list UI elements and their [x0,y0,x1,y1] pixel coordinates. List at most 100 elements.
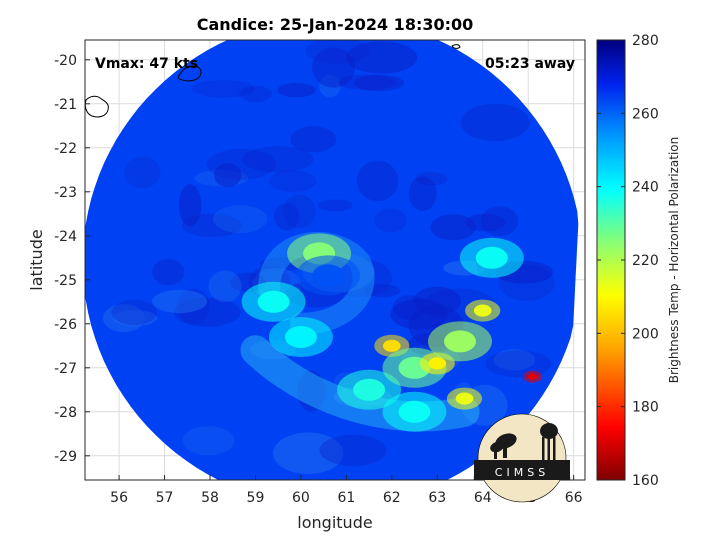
feature-core-11 [527,373,538,380]
x-tick-label: 66 [565,490,583,506]
coastline-top [177,65,202,82]
colorbar-ticks: 280 260 240 220 200 180 160 [597,33,659,489]
texture-patch [319,75,341,98]
water-tower-icon [540,423,558,461]
coastline-outlines [84,44,461,118]
y-tick-label: -21 [54,97,77,113]
feature-core-1 [312,264,345,287]
swath-group [85,40,579,480]
x-tick-label: 63 [428,490,446,506]
y-axis-label: latitude [27,229,46,290]
colorbar-tick-label: 280 [632,33,659,49]
colorbar-tick-label: 220 [632,253,659,269]
feature-core-12 [398,400,431,423]
texture-patch [181,213,242,237]
texture-patch [356,160,399,202]
coastline-left [84,95,109,118]
texture-patch [374,208,407,233]
y-tick-label: -27 [54,361,77,377]
texture-patch [206,148,276,180]
texture-patch [208,270,242,303]
texture-patch [173,297,241,327]
colorbar-label: Brightness Temp - Horizontal Polarizatio… [667,137,681,384]
texture-patch [152,259,185,286]
texture-patch [191,80,255,98]
y-tick-label: -23 [54,185,77,201]
y-tick-label: -20 [54,53,77,69]
texture-patch [177,288,210,325]
x-axis-label: longitude [297,513,372,532]
x-tick-label: 59 [247,490,265,506]
y-tick-label: -26 [54,317,77,333]
colorbar-tick-label: 200 [632,326,659,342]
texture-patch [305,40,371,64]
texture-patch [182,426,235,456]
texture-patch [283,194,316,229]
texture-patch [111,299,158,326]
y-tick-label: -24 [54,229,77,245]
feature-core-7 [428,357,447,370]
logo-text: CIMSS [495,466,549,479]
texture-patch [353,74,405,92]
texture-patch [213,205,268,234]
y-tick-label: -29 [54,449,77,465]
colorbar-tick-label: 260 [632,106,659,122]
feature-core-5 [383,339,401,352]
texture-patch [273,432,344,475]
feature-core-10 [455,392,474,405]
texture-patch [498,264,555,302]
texture-patch [242,146,314,173]
texture-patch [178,184,202,227]
texture-patch [460,103,530,142]
texture-patch [290,126,337,153]
texture-patch [112,310,158,326]
x-tick-label: 60 [292,490,310,506]
texture-patch [465,213,506,232]
y-tick-label: -22 [54,141,77,157]
coastline-top-right [451,44,461,49]
x-tick-label: 62 [383,490,401,506]
texture-patch [152,289,208,314]
texture-patch [485,350,552,378]
texture-patch [239,86,272,102]
texture-patch [273,203,300,231]
spiral-band [258,232,375,335]
texture-patch [319,434,387,466]
x-tick-label: 58 [201,490,219,506]
texture-patch [102,304,145,333]
texture-patch [269,170,317,193]
texture-patch [493,349,536,371]
feature-core-2 [257,290,290,313]
feature-core-9 [473,304,492,317]
colorbar-tick-label: 160 [632,473,659,489]
colorbar-tick-label: 180 [632,400,659,416]
colorbar: 280 260 240 220 200 180 160 Brightness Temp - … [596,33,681,489]
feature-core-3 [284,326,317,348]
plot-frame [84,39,586,481]
y-axis-ticks: -20 -21 -22 -23 -24 -25 -26 -27 -28 -29 [54,53,90,465]
colorbar-gradient [596,39,626,481]
y-tick-label: -25 [54,273,77,289]
texture-patch [413,286,462,316]
cimss-logo: CIMSS [473,413,571,503]
texture-patch [214,163,242,188]
x-tick-label: 64 [474,490,492,506]
y-tick-label: -28 [54,405,77,421]
texture-patch [364,284,401,298]
texture-patch [345,41,418,74]
texture-patch [408,176,437,211]
x-tick-label: 61 [337,490,355,506]
colorbar-tick-label: 240 [632,180,659,196]
feature-core-4 [353,378,386,401]
texture-patch [124,156,161,189]
x-tick-label: 56 [110,490,128,506]
x-tick-label: 57 [156,490,174,506]
texture-patch [277,82,316,98]
texture-patch [430,214,477,241]
feature-core-13 [475,246,508,269]
texture-patch [317,199,353,212]
chart-title: Candice: 25-Jan-2024 18:30:00 [197,15,474,34]
vmax-annotation: Vmax: 47 kts [95,56,198,72]
texture-patch [338,74,396,91]
